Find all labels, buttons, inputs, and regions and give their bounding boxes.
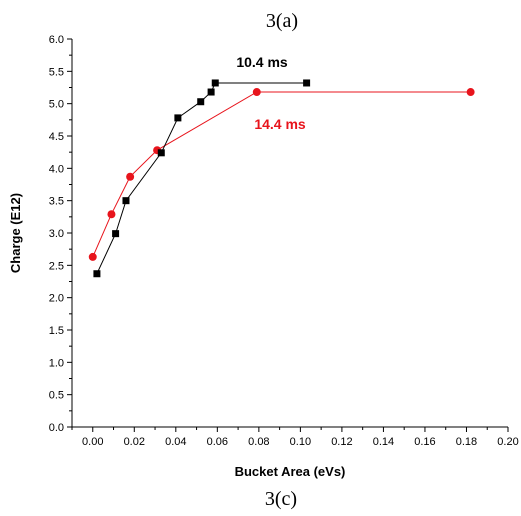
data-point [174,114,182,122]
y-tick-label: 3.5 [49,196,64,208]
x-tick-label: 0.00 [82,436,103,448]
data-point [93,270,101,278]
x-tick-label: 0.20 [497,436,518,448]
series-1 [88,88,475,261]
data-point [112,230,120,238]
series-layer [88,79,475,278]
data-point [466,88,475,97]
data-point [157,149,165,157]
data-point [303,79,311,87]
y-axis-title: Charge (E12) [8,193,23,273]
data-point [126,172,135,181]
x-tick-label: 0.18 [456,436,477,448]
caption-top: 3(a) [266,10,298,32]
x-tick-label: 0.08 [248,436,269,448]
y-tick-label: 0.0 [49,422,64,434]
data-point [197,98,205,106]
y-tick-label: 2.0 [49,293,64,305]
y-tick-label: 4.5 [49,131,64,143]
y-tick-label: 3.0 [49,228,64,240]
x-tick-label: 0.16 [414,436,435,448]
x-tick-label: 0.04 [165,436,186,448]
caption-bottom: 3(c) [265,488,297,510]
plot-axes [71,39,508,428]
x-ticks: 0.00 0.02 0.04 0.06 0.08 0.10 0.12 0.14 0.16 0.18… [71,427,519,448]
series-0 [93,79,311,278]
y-tick-label: 2.5 [49,260,64,272]
x-tick-label: 0.14 [373,436,394,448]
y-tick-label: 5.5 [49,66,64,78]
y-tick-label: 4.0 [49,163,64,175]
x-tick-label: 0.12 [331,436,352,448]
y-ticks: 0.0 0.5 1.0 1.5 2.0 2.5 3.0 3.5 4.0 4.5 5.0 5.5 6.0 [49,34,72,434]
data-point [207,88,215,96]
x-tick-label: 0.02 [124,436,145,448]
series-label-10-4ms: 10.4 ms [236,54,288,70]
x-tick-label: 0.10 [290,436,311,448]
y-tick-label: 0.5 [49,390,64,402]
y-tick-label: 5.0 [49,99,64,111]
series-line [92,91,471,258]
x-axis-title: Bucket Area (eVs) [235,464,346,479]
y-tick-label: 6.0 [49,34,64,46]
data-point [88,252,97,261]
x-tick-label: 0.06 [207,436,228,448]
y-tick-label: 1.5 [49,325,64,337]
data-point [107,210,116,219]
y-tick-label: 1.0 [49,357,64,369]
data-point [211,79,219,87]
data-point [122,197,130,205]
series-label-14-4ms: 14.4 ms [254,116,306,132]
data-point [252,88,261,97]
